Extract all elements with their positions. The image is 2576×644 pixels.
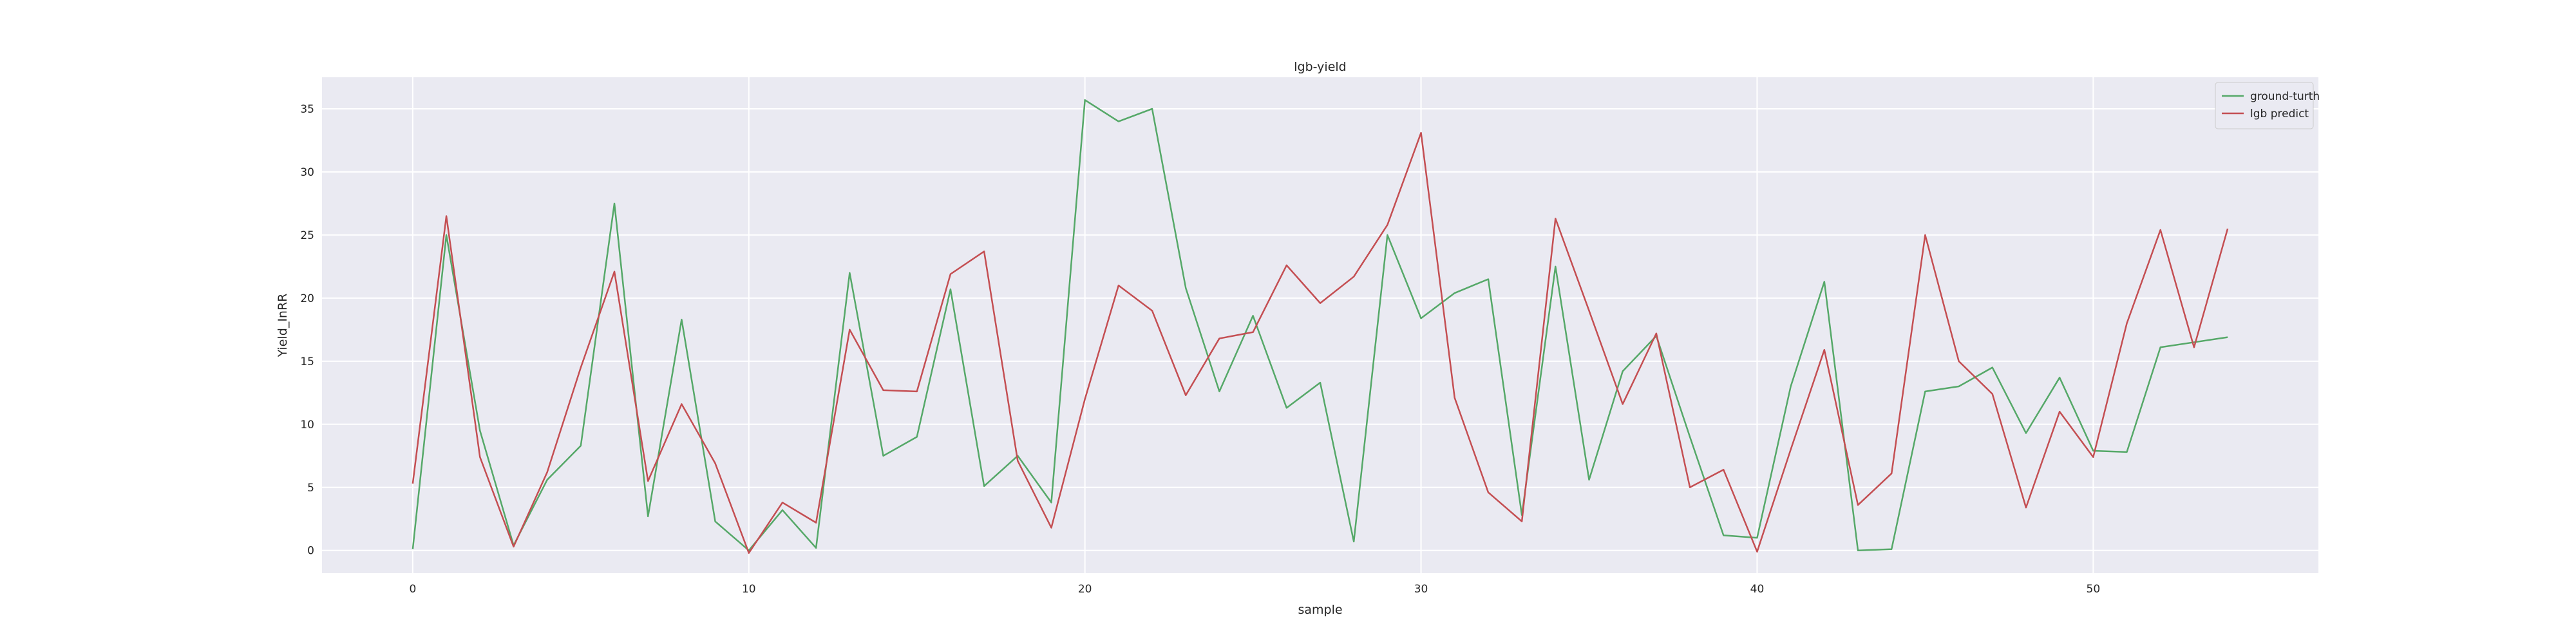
y-tick-label: 25 [300, 229, 314, 242]
y-tick-label: 0 [307, 545, 314, 558]
y-tick-label: 15 [300, 355, 314, 368]
x-tick-label: 10 [742, 583, 756, 596]
series-line-1 [412, 99, 2228, 551]
x-tick-label: 0 [409, 583, 416, 596]
legend-label: lgb predict [2250, 108, 2309, 120]
y-tick-labels: 0 5 10 15 20 25 30 35 [300, 103, 314, 558]
plot-area [322, 77, 2318, 573]
legend-frame [2215, 82, 2314, 129]
y-tick-label: 20 [300, 292, 314, 305]
chart-title: lgb-yield [1294, 60, 1346, 74]
y-axis-label: Yield_InRR [276, 294, 290, 358]
x-tick-label: 40 [1750, 583, 1765, 596]
y-tick-label: 30 [300, 166, 314, 179]
x-axis-label: sample [1298, 603, 1342, 617]
y-tick-label: 5 [307, 482, 314, 495]
x-tick-labels: 0 10 20 30 40 50 [409, 583, 2100, 596]
legend: ground-turth lgb predict [2215, 82, 2320, 129]
series-lines [412, 99, 2229, 554]
y-tick-label: 35 [300, 103, 314, 116]
x-tick-label: 20 [1078, 583, 1092, 596]
series-line-2 [412, 131, 2229, 554]
legend-label: ground-turth [2250, 90, 2320, 103]
grid [322, 77, 2318, 573]
x-tick-label: 30 [1414, 583, 1428, 596]
y-tick-label: 10 [300, 419, 314, 431]
x-tick-label: 50 [2087, 583, 2101, 596]
